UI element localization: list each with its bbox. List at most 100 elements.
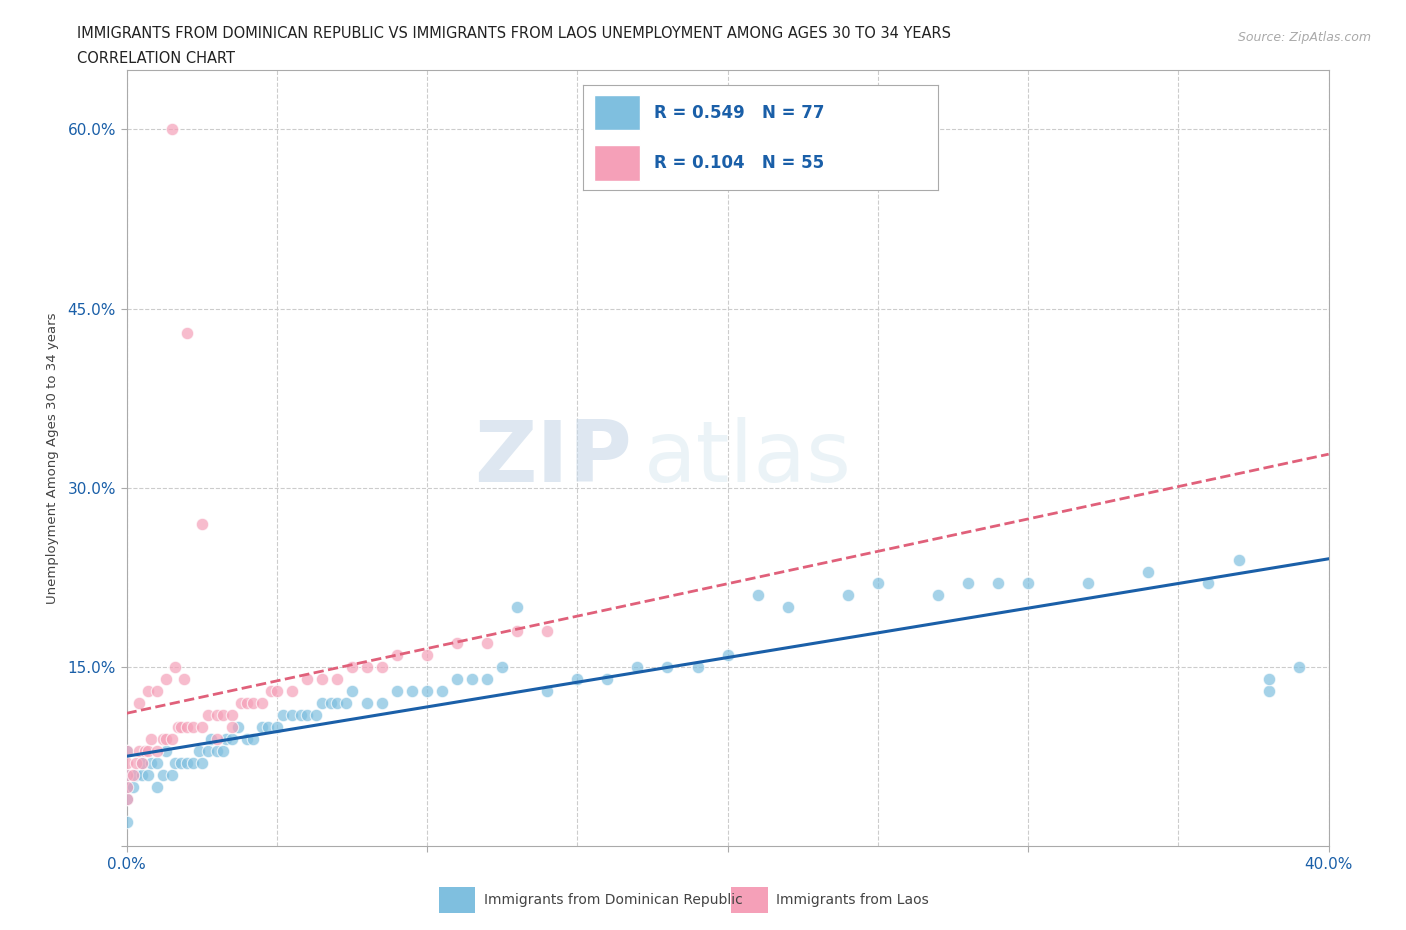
Point <box>115 779 138 794</box>
Point <box>121 767 143 782</box>
Point <box>205 743 228 758</box>
Point <box>131 767 153 782</box>
Point <box>160 122 183 137</box>
Point <box>1257 671 1279 686</box>
Point <box>145 684 167 698</box>
Point <box>187 743 209 758</box>
Point <box>155 671 177 686</box>
Point <box>340 684 363 698</box>
Point <box>115 791 138 806</box>
Point <box>866 576 889 591</box>
Point <box>776 600 799 615</box>
Point <box>166 720 188 735</box>
Point <box>271 708 294 723</box>
Point <box>115 779 138 794</box>
Text: CORRELATION CHART: CORRELATION CHART <box>77 51 235 66</box>
Point <box>837 588 859 603</box>
Point <box>626 659 648 674</box>
Point <box>326 696 349 711</box>
Point <box>221 720 243 735</box>
Point <box>536 684 558 698</box>
Point <box>260 684 283 698</box>
Point <box>221 708 243 723</box>
Point <box>200 731 222 746</box>
Point <box>536 624 558 639</box>
Point <box>401 684 423 698</box>
Point <box>136 767 159 782</box>
Point <box>134 743 156 758</box>
Point <box>115 767 138 782</box>
Point <box>115 791 138 806</box>
Point <box>340 659 363 674</box>
Point <box>956 576 979 591</box>
Point <box>190 516 212 531</box>
Point <box>475 636 498 651</box>
Point <box>430 684 453 698</box>
Point <box>385 647 408 662</box>
Point <box>136 684 159 698</box>
Point <box>197 743 219 758</box>
Point <box>163 659 186 674</box>
Point <box>155 731 177 746</box>
Point <box>242 696 264 711</box>
Point <box>491 659 513 674</box>
Point <box>1257 684 1279 698</box>
Point <box>686 659 709 674</box>
Point <box>190 720 212 735</box>
Text: Immigrants from Dominican Republic: Immigrants from Dominican Republic <box>484 893 742 907</box>
Point <box>335 696 357 711</box>
Point <box>305 708 328 723</box>
Point <box>506 600 529 615</box>
Text: ZIP: ZIP <box>474 417 631 499</box>
Text: Immigrants from Laos: Immigrants from Laos <box>776 893 929 907</box>
Point <box>131 755 153 770</box>
Text: Source: ZipAtlas.com: Source: ZipAtlas.com <box>1237 31 1371 44</box>
Point <box>461 671 484 686</box>
Point <box>1137 565 1160 579</box>
Point <box>927 588 949 603</box>
Text: IMMIGRANTS FROM DOMINICAN REPUBLIC VS IMMIGRANTS FROM LAOS UNEMPLOYMENT AMONG AG: IMMIGRANTS FROM DOMINICAN REPUBLIC VS IM… <box>77 26 952 41</box>
Point <box>596 671 619 686</box>
Point <box>163 755 186 770</box>
Point <box>211 743 233 758</box>
Point <box>115 743 138 758</box>
Point <box>205 708 228 723</box>
Point <box>371 659 394 674</box>
Point <box>124 767 146 782</box>
Point <box>1227 552 1250 567</box>
Y-axis label: Unemployment Among Ages 30 to 34 years: Unemployment Among Ages 30 to 34 years <box>46 312 59 604</box>
Point <box>1197 576 1219 591</box>
Point <box>385 684 408 698</box>
Point <box>145 779 167 794</box>
Point <box>128 696 150 711</box>
Point <box>716 647 740 662</box>
Point <box>152 767 174 782</box>
Point <box>235 696 259 711</box>
Point <box>115 815 138 830</box>
Point <box>256 720 278 735</box>
Point <box>987 576 1010 591</box>
Point <box>446 671 468 686</box>
Point <box>124 755 146 770</box>
Point <box>139 731 162 746</box>
Point <box>281 708 304 723</box>
Point <box>311 671 333 686</box>
Point <box>229 696 252 711</box>
Point <box>371 696 394 711</box>
Point <box>506 624 529 639</box>
Point <box>311 696 333 711</box>
Point <box>226 720 249 735</box>
Point <box>145 743 167 758</box>
Point <box>266 720 288 735</box>
Point <box>211 708 233 723</box>
Point <box>128 743 150 758</box>
Point <box>416 647 439 662</box>
Point <box>235 731 259 746</box>
Point <box>115 755 138 770</box>
Point <box>131 755 153 770</box>
Point <box>326 671 349 686</box>
Point <box>290 708 312 723</box>
Point <box>197 708 219 723</box>
Point <box>176 720 198 735</box>
Point <box>139 755 162 770</box>
